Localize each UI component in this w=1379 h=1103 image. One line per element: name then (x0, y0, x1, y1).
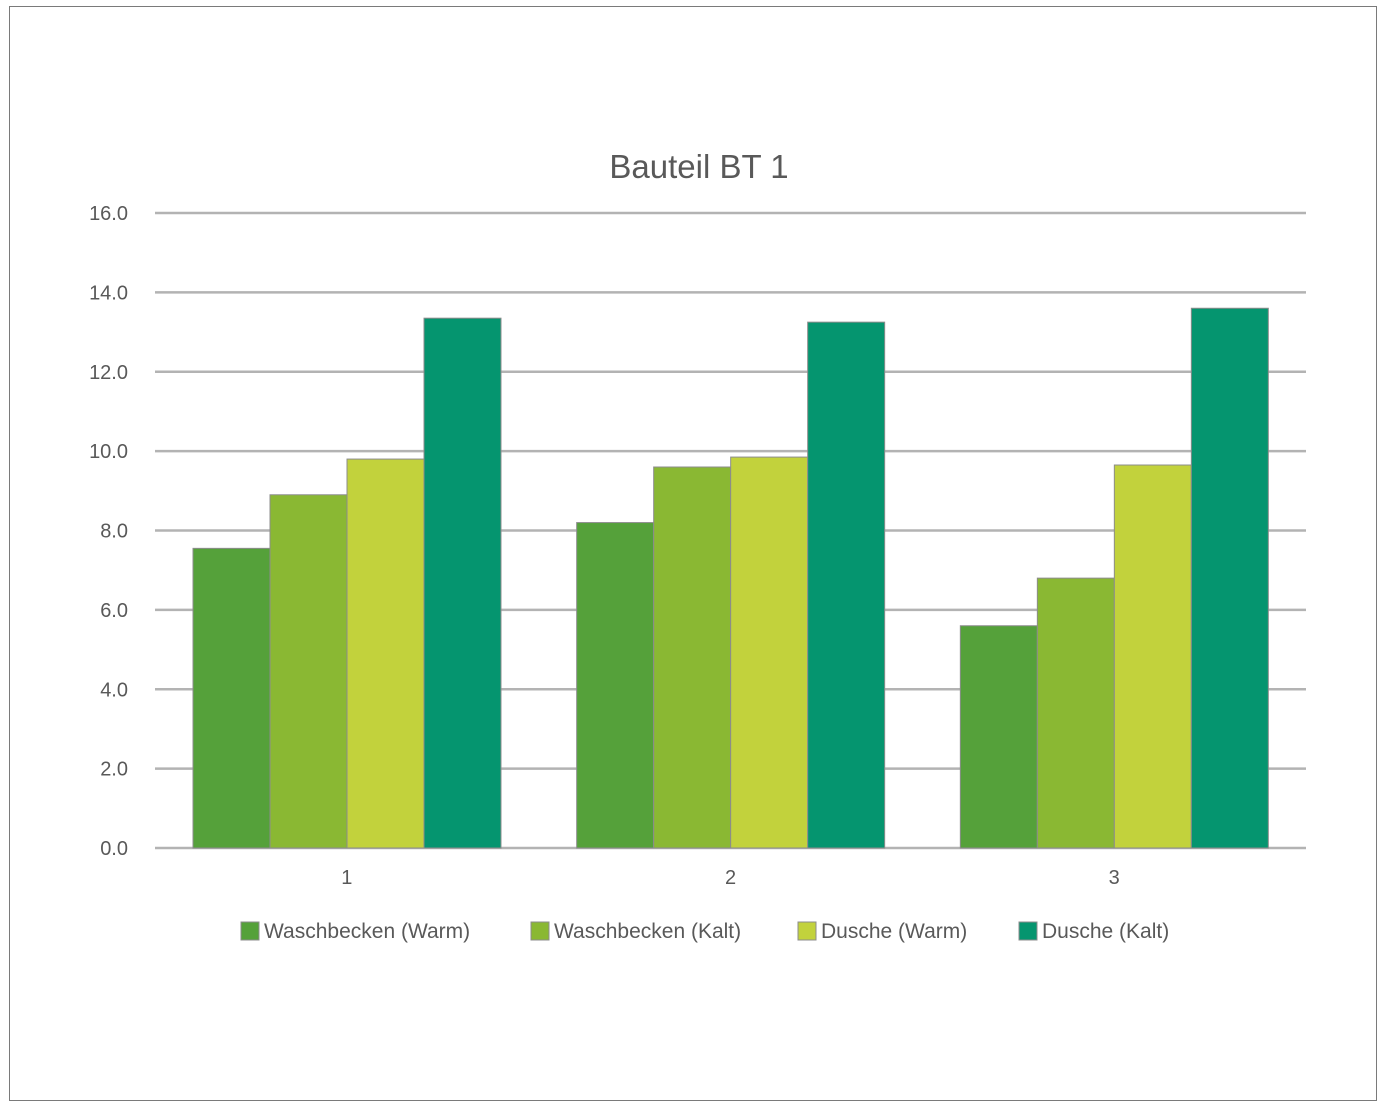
bar (269, 494, 348, 849)
legend-swatch (797, 921, 817, 941)
y-tick-label: 2.0 (100, 759, 128, 781)
legend-swatch (530, 921, 550, 941)
bar (807, 321, 886, 849)
bar (653, 466, 732, 849)
legend-label: Dusche (Warm) (821, 920, 967, 943)
y-tick-label: 4.0 (100, 679, 128, 701)
bar (423, 317, 502, 849)
x-tick-label: 1 (341, 867, 352, 889)
y-tick-label: 12.0 (89, 362, 128, 384)
legend-label: Waschbecken (Kalt) (554, 920, 741, 943)
x-tick-label: 2 (725, 867, 736, 889)
legend-label: Waschbecken (Warm) (264, 920, 470, 943)
legend-swatch (1018, 921, 1038, 941)
bar (192, 547, 271, 849)
y-tick-label: 6.0 (100, 600, 128, 622)
y-tick-label: 0.0 (100, 838, 128, 860)
y-axis-tick-labels: 0.0 2.0 4.0 6.0 8.0 10.0 12.0 14.0 16.0 (89, 203, 128, 860)
bar (730, 456, 809, 849)
bar (1113, 464, 1192, 849)
legend: Waschbecken (Warm) Waschbecken (Kalt) Dusc… (240, 920, 1169, 943)
bars (192, 307, 1269, 849)
legend-label: Dusche (Kalt) (1042, 920, 1169, 943)
y-tick-label: 16.0 (89, 203, 128, 225)
y-tick-label: 14.0 (89, 282, 128, 304)
chart-title: Bauteil BT 1 (609, 148, 788, 185)
y-tick-label: 8.0 (100, 521, 128, 543)
legend-swatch (240, 921, 260, 941)
x-tick-label: 3 (1109, 867, 1120, 889)
x-axis-tick-labels: 1 2 3 (341, 867, 1119, 889)
bar (1036, 577, 1115, 849)
bar (576, 522, 655, 849)
bar (959, 625, 1038, 849)
y-tick-label: 10.0 (89, 441, 128, 463)
bar (1190, 307, 1269, 849)
bar (346, 458, 425, 849)
